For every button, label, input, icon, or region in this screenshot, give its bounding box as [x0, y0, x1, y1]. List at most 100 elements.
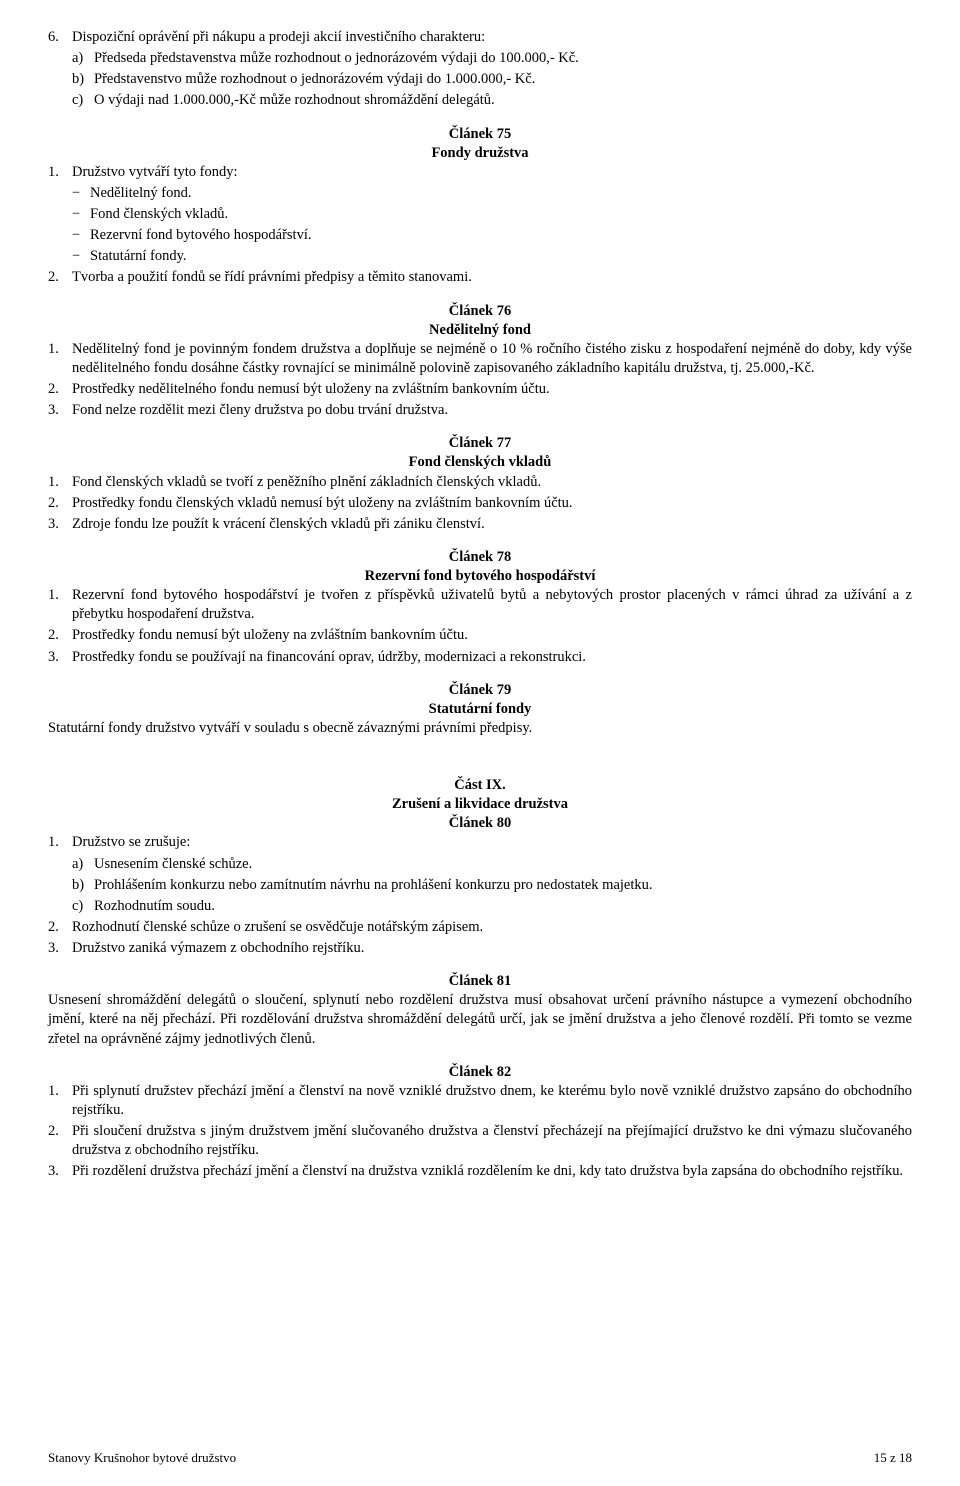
intro-item6-sub-c-text: O výdaji nad 1.000.000,-Kč může rozhodno…: [94, 91, 912, 110]
article78-heading2: Rezervní fond bytového hospodářství: [48, 567, 912, 586]
article78-heading1: Článek 78: [48, 548, 912, 567]
article75-dash4-text: Statutární fondy.: [90, 247, 912, 266]
article77-item2: 2. Prostředky fondu členských vkladů nem…: [48, 494, 912, 513]
article77-item3-text: Zdroje fondu lze použít k vrácení člensk…: [72, 515, 912, 534]
article78-item1-text: Rezervní fond bytového hospodářství je t…: [72, 586, 912, 624]
article76-item1-text: Nedělitelný fond je povinným fondem druž…: [72, 340, 912, 378]
article77-item3-num: 3.: [48, 515, 72, 534]
article76-heading2: Nedělitelný fond: [48, 321, 912, 340]
intro-item6-sub-c-num: c): [72, 91, 94, 110]
article82-item2: 2. Při sloučení družstva s jiným družstv…: [48, 1122, 912, 1160]
article80-item2-text: Rozhodnutí členské schůze o zrušení se o…: [72, 918, 912, 937]
article76-item2: 2. Prostředky nedělitelného fondu nemusí…: [48, 380, 912, 399]
intro-item6-sub-b: b) Představenstvo může rozhodnout o jedn…: [48, 70, 912, 89]
article77-item2-num: 2.: [48, 494, 72, 513]
article80-sub-b: b) Prohlášením konkurzu nebo zamítnutím …: [48, 876, 912, 895]
article78-item3: 3. Prostředky fondu se používají na fina…: [48, 648, 912, 667]
article77-item2-text: Prostředky fondu členských vkladů nemusí…: [72, 494, 912, 513]
intro-item6-sub-a: a) Předseda představenstva může rozhodno…: [48, 49, 912, 68]
article76-item2-text: Prostředky nedělitelného fondu nemusí bý…: [72, 380, 912, 399]
article75-heading2: Fondy družstva: [48, 144, 912, 163]
article75-dash2-text: Fond členských vkladů.: [90, 205, 912, 224]
article75-dash2-sym: −: [72, 205, 90, 224]
article80-item3: 3. Družstvo zaniká výmazem z obchodního …: [48, 939, 912, 958]
article76-item3-text: Fond nelze rozdělit mezi členy družstva …: [72, 401, 912, 420]
article75-item1-text: Družstvo vytváří tyto fondy:: [72, 163, 912, 182]
article78-item1: 1. Rezervní fond bytového hospodářství j…: [48, 586, 912, 624]
article75-dash1: − Nedělitelný fond.: [48, 184, 912, 203]
article82-item3: 3. Při rozdělení družstva přechází jmění…: [48, 1162, 912, 1181]
article78-item3-text: Prostředky fondu se používají na financo…: [72, 648, 912, 667]
footer-left: Stanovy Krušnohor bytové družstvo: [48, 1449, 236, 1466]
article80-sub-b-text: Prohlášením konkurzu nebo zamítnutím náv…: [94, 876, 912, 895]
article75-dash4-sym: −: [72, 247, 90, 266]
article81-para: Usnesení shromáždění delegátů o sloučení…: [48, 991, 912, 1048]
article76-item1-num: 1.: [48, 340, 72, 378]
article82-item3-num: 3.: [48, 1162, 72, 1181]
part9-heading2: Zrušení a likvidace družstva: [48, 795, 912, 814]
article80-item1: 1. Družstvo se zrušuje:: [48, 833, 912, 852]
article76-item1: 1. Nedělitelný fond je povinným fondem d…: [48, 340, 912, 378]
article75-dash3: − Rezervní fond bytového hospodářství.: [48, 226, 912, 245]
article80-sub-c-text: Rozhodnutím soudu.: [94, 897, 912, 916]
article80-sub-c-num: c): [72, 897, 94, 916]
article75-item1-num: 1.: [48, 163, 72, 182]
article79-para: Statutární fondy družstvo vytváří v soul…: [48, 719, 912, 738]
article75-dash3-text: Rezervní fond bytového hospodářství.: [90, 226, 912, 245]
article75-dash1-sym: −: [72, 184, 90, 203]
intro-item6-sub-a-text: Předseda představenstva může rozhodnout …: [94, 49, 912, 68]
intro-item6: 6. Dispoziční oprávění při nákupu a prod…: [48, 28, 912, 47]
article80-sub-a: a) Usnesením členské schůze.: [48, 855, 912, 874]
article76-heading1: Článek 76: [48, 302, 912, 321]
article80-sub-c: c) Rozhodnutím soudu.: [48, 897, 912, 916]
article76-item3: 3. Fond nelze rozdělit mezi členy družst…: [48, 401, 912, 420]
article75-dash3-sym: −: [72, 226, 90, 245]
intro-item6-sub-a-num: a): [72, 49, 94, 68]
article80-heading1: Článek 80: [48, 814, 912, 833]
article75-heading1: Článek 75: [48, 125, 912, 144]
article80-item3-num: 3.: [48, 939, 72, 958]
article76-item3-num: 3.: [48, 401, 72, 420]
article75-item1: 1. Družstvo vytváří tyto fondy:: [48, 163, 912, 182]
article80-item2: 2. Rozhodnutí členské schůze o zrušení s…: [48, 918, 912, 937]
intro-item6-num: 6.: [48, 28, 72, 47]
article82-item2-num: 2.: [48, 1122, 72, 1160]
article77-item1-text: Fond členských vkladů se tvoří z peněžní…: [72, 473, 912, 492]
intro-item6-sub-b-num: b): [72, 70, 94, 89]
article77-item3: 3. Zdroje fondu lze použít k vrácení čle…: [48, 515, 912, 534]
footer-right: 15 z 18: [874, 1449, 912, 1466]
article80-sub-a-text: Usnesením členské schůze.: [94, 855, 912, 874]
article78-item2-num: 2.: [48, 626, 72, 645]
footer: Stanovy Krušnohor bytové družstvo 15 z 1…: [48, 1449, 912, 1466]
article78-item3-num: 3.: [48, 648, 72, 667]
article82-item1-text: Při splynutí družstev přechází jmění a č…: [72, 1082, 912, 1120]
article81-heading1: Článek 81: [48, 972, 912, 991]
article75-item2: 2. Tvorba a použití fondů se řídí právní…: [48, 268, 912, 287]
article80-item2-num: 2.: [48, 918, 72, 937]
article80-sub-b-num: b): [72, 876, 94, 895]
article75-dash2: − Fond členských vkladů.: [48, 205, 912, 224]
intro-item6-sub-c: c) O výdaji nad 1.000.000,-Kč může rozho…: [48, 91, 912, 110]
part9-heading1: Část IX.: [48, 776, 912, 795]
article82-item3-text: Při rozdělení družstva přechází jmění a …: [72, 1162, 912, 1181]
article76-item2-num: 2.: [48, 380, 72, 399]
intro-item6-sub-b-text: Představenstvo může rozhodnout o jednorá…: [94, 70, 912, 89]
article77-heading2: Fond členských vkladů: [48, 453, 912, 472]
article79-heading2: Statutární fondy: [48, 700, 912, 719]
article75-item2-num: 2.: [48, 268, 72, 287]
article82-item2-text: Při sloučení družstva s jiným družstvem …: [72, 1122, 912, 1160]
article82-item1-num: 1.: [48, 1082, 72, 1120]
article79-heading1: Článek 79: [48, 681, 912, 700]
article77-heading1: Článek 77: [48, 434, 912, 453]
article75-dash4: − Statutární fondy.: [48, 247, 912, 266]
article75-dash1-text: Nedělitelný fond.: [90, 184, 912, 203]
article75-item2-text: Tvorba a použití fondů se řídí právními …: [72, 268, 912, 287]
article80-item3-text: Družstvo zaniká výmazem z obchodního rej…: [72, 939, 912, 958]
page: 6. Dispoziční oprávění při nákupu a prod…: [0, 0, 960, 1486]
article78-item1-num: 1.: [48, 586, 72, 624]
article80-item1-text: Družstvo se zrušuje:: [72, 833, 912, 852]
intro-item6-text: Dispoziční oprávění při nákupu a prodeji…: [72, 28, 912, 47]
article80-sub-a-num: a): [72, 855, 94, 874]
article82-item1: 1. Při splynutí družstev přechází jmění …: [48, 1082, 912, 1120]
article77-item1-num: 1.: [48, 473, 72, 492]
